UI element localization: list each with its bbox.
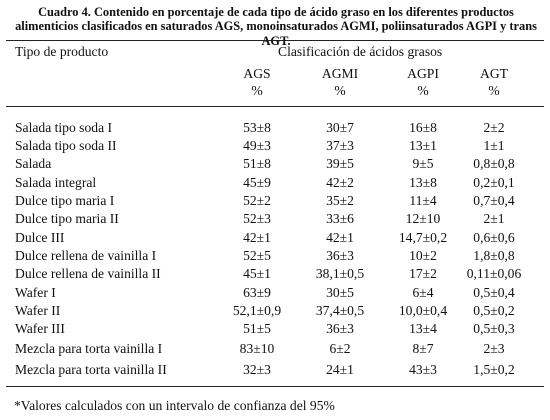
- table-cell: 30±7: [326, 120, 354, 135]
- table-cell: 63±9: [243, 285, 271, 300]
- table-cell: 2±1: [483, 211, 505, 226]
- table-cell: 12±10: [405, 211, 441, 226]
- table-cell: 24±1: [326, 362, 354, 377]
- table-cell: 43±3: [409, 362, 437, 377]
- table-cell: 45±9: [243, 175, 271, 190]
- row-product-label: Dulce tipo maria I: [15, 193, 115, 208]
- table-cell: 52±2: [243, 193, 271, 208]
- table-cell: 33±6: [326, 211, 354, 226]
- column-unit-agpi: %: [417, 83, 429, 98]
- row-product-label: Salada: [15, 156, 52, 171]
- row-product-label: Wafer III: [15, 321, 65, 336]
- column-header-ags: AGS: [243, 66, 271, 81]
- top-rule: [6, 40, 544, 41]
- row-product-label: Dulce rellena de vainilla II: [15, 266, 161, 281]
- table-cell: 36±3: [326, 321, 354, 336]
- row-header: Tipo de producto: [15, 44, 109, 59]
- row-product-label: Salada tipo soda II: [15, 138, 117, 153]
- table-cell: 1,5±0,2: [473, 362, 515, 377]
- row-product-label: Dulce tipo maria II: [15, 211, 119, 226]
- table-cell: 2±2: [483, 120, 505, 135]
- row-product-label: Mezcla para torta vainilla I: [15, 341, 163, 356]
- table-cell: 0,8±0,8: [473, 156, 515, 171]
- table-cell: 17±2: [409, 266, 437, 281]
- table-cell: 6±2: [329, 341, 351, 356]
- table-cell: 13±1: [409, 138, 437, 153]
- column-unit-agmi: %: [334, 83, 346, 98]
- table-cell: 6±4: [412, 285, 434, 300]
- table-cell: 35±2: [326, 193, 354, 208]
- table-cell: 42±1: [326, 230, 354, 245]
- table-cell: 52±5: [243, 248, 271, 263]
- table-cell: 42±1: [243, 230, 271, 245]
- table-cell: 42±2: [326, 175, 354, 190]
- table-cell: 9±5: [412, 156, 434, 171]
- table-cell: 37,4±0,5: [315, 303, 365, 318]
- table-cell: 52±3: [243, 211, 271, 226]
- table-cell: 2±3: [483, 341, 505, 356]
- table-caption: Cuadro 4. Contenido en porcentaje de cad…: [15, 5, 537, 48]
- table-cell: 49±3: [243, 138, 271, 153]
- column-header-agmi: AGMI: [321, 66, 359, 81]
- table-cell: 0,7±0,4: [473, 193, 515, 208]
- row-product-label: Wafer II: [15, 303, 61, 318]
- group-header: Clasificación de ácidos grasos: [278, 44, 443, 59]
- table-cell: 0,5±0,4: [473, 285, 515, 300]
- table-cell: 37±3: [326, 138, 354, 153]
- table-cell: 52,1±0,9: [232, 303, 282, 318]
- table-cell: 38,1±0,5: [315, 266, 365, 281]
- table-cell: 0,6±0,6: [473, 230, 515, 245]
- row-product-label: Wafer I: [15, 285, 56, 300]
- table-cell: 32±3: [243, 362, 271, 377]
- table-cell: 0,11±0,06: [466, 266, 522, 281]
- column-header-agpi: AGPI: [407, 66, 439, 81]
- table-cell: 83±10: [239, 341, 275, 356]
- table-cell: 0,2±0,1: [473, 175, 515, 190]
- table-cell: 8±7: [412, 341, 434, 356]
- table-cell: 53±8: [243, 120, 271, 135]
- table-cell: 30±5: [326, 285, 354, 300]
- table-cell: 16±8: [409, 120, 437, 135]
- row-product-label: Dulce rellena de vainilla I: [15, 248, 157, 263]
- table-cell: 51±5: [243, 321, 271, 336]
- row-product-label: Salada tipo soda I: [15, 120, 113, 135]
- table-cell: 11±4: [409, 193, 437, 208]
- row-product-label: Dulce III: [15, 230, 65, 245]
- row-product-label: Mezcla para torta vainilla II: [15, 362, 167, 377]
- table-cell: 10±2: [409, 248, 437, 263]
- table-cell: 36±3: [326, 248, 354, 263]
- table-cell: 51±8: [243, 156, 271, 171]
- table-cell: 0,5±0,3: [473, 321, 515, 336]
- table-cell: 10,0±0,4: [398, 303, 448, 318]
- row-product-label: Salada integral: [15, 175, 97, 190]
- table-footnote: *Valores calculados con un intervalo de …: [14, 398, 335, 413]
- header-rule: [6, 106, 544, 107]
- bottom-rule: [6, 386, 544, 387]
- table-cell: 39±5: [326, 156, 354, 171]
- table-cell: 14,7±0,2: [398, 230, 448, 245]
- table-cell: 1±1: [483, 138, 505, 153]
- table-cell: 1,8±0,8: [473, 248, 515, 263]
- column-header-agt: AGT: [480, 66, 508, 81]
- table-cell: 13±4: [409, 321, 437, 336]
- table-cell: 0,5±0,2: [473, 303, 515, 318]
- column-unit-ags: %: [251, 83, 263, 98]
- table-cell: 13±8: [409, 175, 437, 190]
- table-cell: 45±1: [243, 266, 271, 281]
- column-unit-agt: %: [488, 83, 500, 98]
